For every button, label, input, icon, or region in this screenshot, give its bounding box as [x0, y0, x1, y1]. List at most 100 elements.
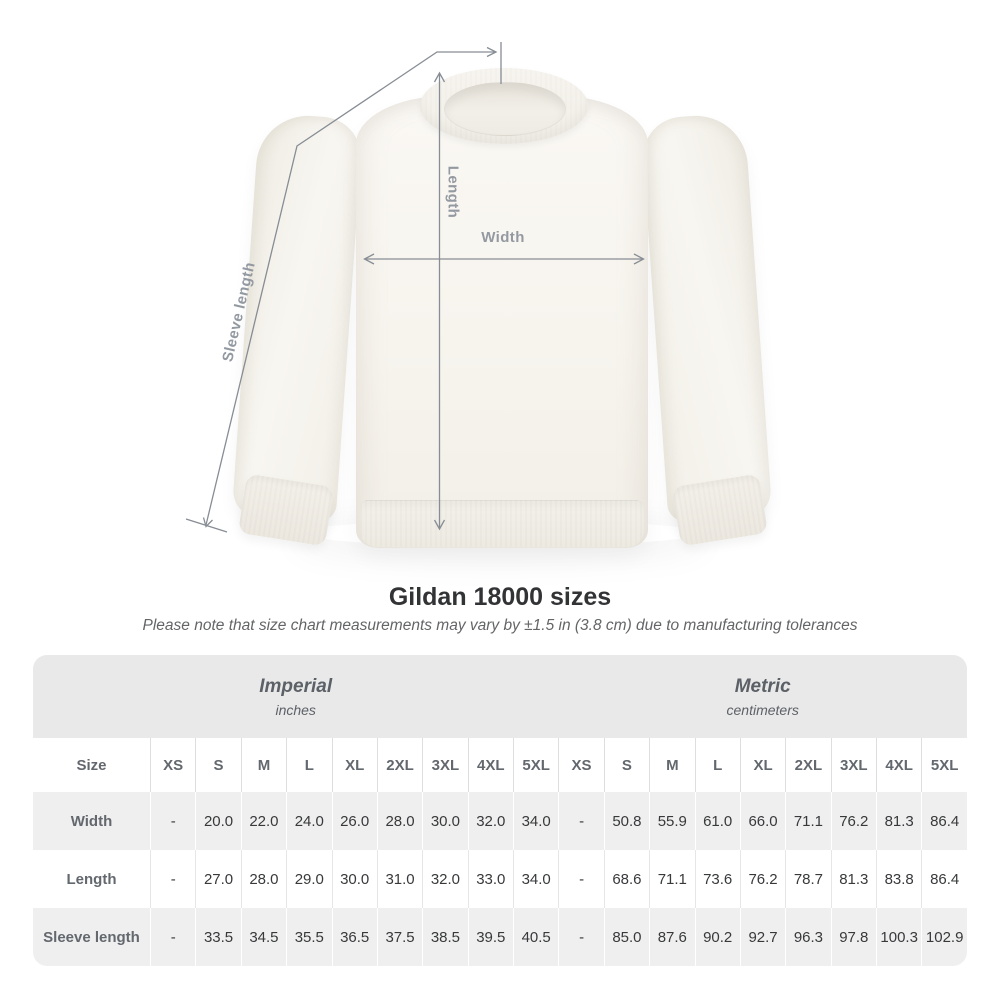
- length-measure-label: Length: [444, 165, 462, 219]
- value-cell: 22.0: [240, 792, 287, 850]
- sleeve-tick-bottom: [185, 518, 228, 533]
- row-label: Width: [33, 792, 150, 850]
- value-cell: 30.0: [331, 850, 377, 908]
- value-cell: 66.0: [739, 792, 786, 850]
- value-cell: 33.0: [467, 850, 513, 908]
- value-cell: 40.5: [513, 908, 559, 966]
- value-cell: 86.4: [921, 850, 967, 908]
- col-header: M: [649, 738, 695, 792]
- col-header: 4XL: [467, 738, 513, 792]
- value-cell: 50.8: [603, 792, 650, 850]
- value-cell: -: [150, 908, 196, 966]
- value-cell: 32.0: [467, 792, 513, 850]
- value-cell: 81.3: [830, 850, 876, 908]
- value-cell: 34.5: [240, 908, 287, 966]
- value-cell: 36.5: [331, 908, 377, 966]
- value-cell: 55.9: [649, 792, 695, 850]
- value-cell: 39.5: [467, 908, 513, 966]
- value-cell: -: [558, 908, 604, 966]
- metric-subtitle: centimeters: [726, 701, 799, 718]
- value-cell: 78.7: [785, 850, 831, 908]
- col-header: XS: [150, 738, 196, 792]
- value-cell: 85.0: [603, 908, 650, 966]
- table-row-sleeve-length: Sleeve length - 33.5 34.5 35.5 36.5 37.5…: [33, 908, 967, 966]
- value-cell: 31.0: [376, 850, 423, 908]
- col-header: L: [286, 738, 332, 792]
- metric-title: Metric: [734, 675, 791, 697]
- metric-group-header: Metric centimeters: [558, 655, 967, 738]
- imperial-group-header: Imperial inches: [33, 655, 559, 738]
- sweatshirt-right-sleeve: [640, 112, 773, 523]
- page-title: Gildan 18000 sizes: [388, 583, 612, 611]
- value-cell: 29.0: [286, 850, 332, 908]
- value-cell: 28.0: [376, 792, 423, 850]
- col-header: 4XL: [876, 738, 922, 792]
- value-cell: -: [558, 850, 604, 908]
- sweatshirt-left-sleeve: [231, 112, 364, 523]
- sleeve-arrowhead-bottom: [202, 517, 213, 528]
- col-header: 5XL: [513, 738, 559, 792]
- col-header: S: [603, 738, 650, 792]
- value-cell: 30.0: [422, 792, 468, 850]
- value-cell: 27.0: [195, 850, 241, 908]
- value-cell: 92.7: [739, 908, 786, 966]
- imperial-subtitle: inches: [275, 701, 316, 718]
- width-measure-label: Width: [481, 229, 525, 246]
- col-header: XL: [739, 738, 786, 792]
- value-cell: 68.6: [603, 850, 650, 908]
- col-header: 3XL: [830, 738, 876, 792]
- page-subtitle: Please note that size chart measurements…: [142, 617, 858, 634]
- sweatshirt-hem-band: [360, 500, 644, 547]
- value-cell: 73.6: [694, 850, 740, 908]
- value-cell: 81.3: [876, 792, 922, 850]
- col-header: M: [240, 738, 287, 792]
- row-label: Sleeve length: [33, 908, 150, 966]
- value-cell: -: [150, 792, 196, 850]
- col-header: 3XL: [422, 738, 468, 792]
- table-row-width: Width - 20.0 22.0 24.0 26.0 28.0 30.0 32…: [33, 792, 967, 850]
- col-header: 5XL: [921, 738, 967, 792]
- value-cell: 102.9: [921, 908, 967, 966]
- value-cell: 61.0: [694, 792, 740, 850]
- size-diagram: Width Length Sleeve length: [185, 42, 773, 548]
- value-cell: 97.8: [830, 908, 876, 966]
- size-corner-header: Size: [33, 738, 150, 792]
- value-cell: 96.3: [785, 908, 831, 966]
- value-cell: 71.1: [785, 792, 831, 850]
- value-cell: 26.0: [331, 792, 377, 850]
- value-cell: 90.2: [694, 908, 740, 966]
- sweatshirt-left-cuff: [237, 473, 335, 547]
- sleeve-arrowhead-right: [486, 46, 498, 58]
- table-row-length: Length - 27.0 28.0 29.0 30.0 31.0 32.0 3…: [33, 850, 967, 908]
- value-cell: 76.2: [739, 850, 786, 908]
- col-header: L: [694, 738, 740, 792]
- size-header-row: Size XS S M L XL 2XL 3XL 4XL 5XL XS S M …: [33, 738, 967, 792]
- col-header: XL: [331, 738, 377, 792]
- value-cell: 37.5: [376, 908, 423, 966]
- col-header: 2XL: [376, 738, 423, 792]
- col-header: XS: [558, 738, 604, 792]
- imperial-title: Imperial: [259, 675, 333, 697]
- value-cell: 28.0: [240, 850, 287, 908]
- col-header: 2XL: [785, 738, 831, 792]
- value-cell: 38.5: [422, 908, 468, 966]
- value-cell: -: [558, 792, 604, 850]
- value-cell: 33.5: [195, 908, 241, 966]
- value-cell: 76.2: [830, 792, 876, 850]
- value-cell: 32.0: [422, 850, 468, 908]
- sweatshirt-collar-opening: [444, 82, 566, 136]
- value-cell: 87.6: [649, 908, 695, 966]
- col-header: S: [195, 738, 241, 792]
- row-label: Length: [33, 850, 150, 908]
- value-cell: 24.0: [286, 792, 332, 850]
- value-cell: 100.3: [876, 908, 922, 966]
- sweatshirt-right-cuff: [671, 473, 769, 547]
- unit-group-row: Imperial inches Metric centimeters: [33, 655, 967, 738]
- value-cell: 34.0: [513, 792, 559, 850]
- value-cell: 86.4: [921, 792, 967, 850]
- value-cell: 20.0: [195, 792, 241, 850]
- sweatshirt-body: [356, 96, 648, 548]
- value-cell: 83.8: [876, 850, 922, 908]
- value-cell: 71.1: [649, 850, 695, 908]
- size-chart-table: Imperial inches Metric centimeters Size …: [33, 655, 967, 966]
